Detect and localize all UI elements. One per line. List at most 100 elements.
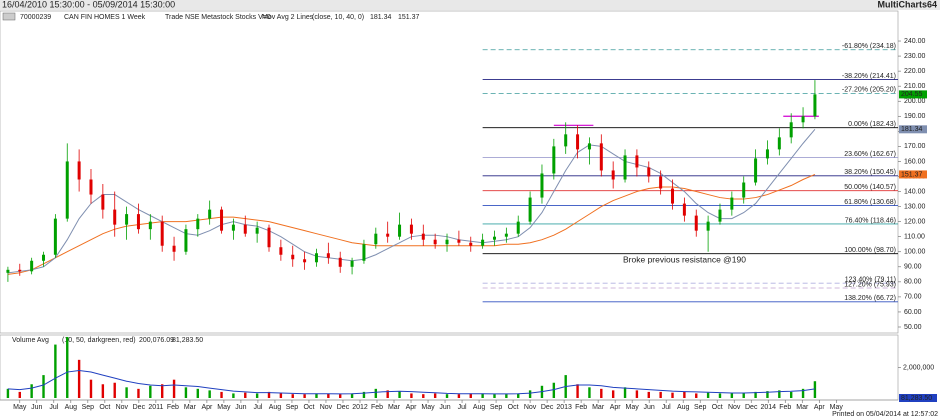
legend-ma-slow: 151.37 <box>398 14 420 21</box>
volume-bar <box>445 394 449 398</box>
annotation: Broke previous resistance @190 <box>623 254 746 264</box>
volume-avg-last: 81,283.50 <box>901 395 932 402</box>
candle-body <box>136 214 140 230</box>
ma-slow-last-label: 151.37 <box>901 171 923 178</box>
x-tick-label: Apr <box>201 404 213 411</box>
x-tick-label: Oct <box>304 404 315 411</box>
x-tick-label: Jun <box>439 404 450 411</box>
volume-bar <box>386 390 389 398</box>
volume-bar <box>493 394 496 398</box>
y-tick-label: 70.00 <box>904 294 922 301</box>
candle-body <box>255 227 259 234</box>
volume-bar <box>659 391 662 398</box>
x-tick-label: May <box>830 404 844 411</box>
y-tick-label: 200.00 <box>904 98 926 105</box>
candle-body <box>53 218 57 255</box>
candle-body <box>659 176 663 189</box>
volume-bar <box>374 388 378 398</box>
volume-params: (10, 50, darkgreen, red) <box>62 337 136 344</box>
volume-bar <box>457 394 461 398</box>
candle-body <box>706 221 710 231</box>
volume-bar <box>469 393 472 398</box>
candle-body <box>754 158 758 183</box>
volume-bar <box>754 391 757 398</box>
volume-bar <box>267 391 271 398</box>
volume-bar <box>327 393 330 398</box>
volume-bar <box>220 391 223 398</box>
volume-bar <box>481 393 484 398</box>
volume-avg-slow: 81,283.50 <box>172 337 203 344</box>
volume-bar <box>671 392 674 398</box>
volume-pane <box>0 334 899 401</box>
fib-label: -61.80% (234.18) <box>842 43 896 50</box>
volume-bar <box>730 393 734 398</box>
volume-bar <box>160 384 164 398</box>
volume-bar <box>279 393 283 398</box>
x-tick-label: Sep <box>490 404 503 411</box>
volume-bar <box>77 359 81 398</box>
x-tick-label: Feb <box>779 404 791 411</box>
volume-bar <box>339 394 342 398</box>
candle-body <box>623 155 627 180</box>
candle-body <box>89 179 93 195</box>
x-tick-label: May <box>217 404 231 411</box>
volume-bar <box>706 392 710 398</box>
volume-bar <box>362 391 366 398</box>
volume-bar <box>766 391 769 398</box>
x-tick-label: Mar <box>388 404 401 411</box>
candle-body <box>208 209 212 219</box>
y-tick-label: 170.00 <box>904 143 926 150</box>
x-tick-label: Mar <box>796 404 809 411</box>
last-price-label: 204.55 <box>901 91 923 98</box>
candle-body <box>730 197 734 210</box>
candle-body <box>65 161 69 219</box>
fib-label: 0.00% (182.43) <box>848 121 896 128</box>
candle-body <box>279 247 283 255</box>
y-tick-label: 230.00 <box>904 53 926 60</box>
candle-body <box>125 214 129 225</box>
price-pane <box>0 10 899 334</box>
y-tick-label: 120.00 <box>904 218 926 225</box>
x-tick-label: Jul <box>662 404 671 411</box>
x-tick-label: Dec <box>337 404 350 411</box>
volume-bar <box>718 393 722 398</box>
candle-body <box>314 253 318 263</box>
y-tick-label: 100.00 <box>904 249 926 256</box>
candle-body <box>374 233 378 245</box>
candle-body <box>409 224 413 234</box>
candle-body <box>813 94 817 117</box>
ma-fast <box>7 128 816 274</box>
legend-ma-fast: 181.34 <box>370 14 392 21</box>
x-tick-label: May <box>421 404 435 411</box>
candle-body <box>647 167 651 177</box>
volume-bar <box>647 391 650 398</box>
candle-body <box>540 173 544 198</box>
candle-body <box>564 134 568 147</box>
volume-bar <box>232 393 235 398</box>
app-name: MultiCharts64 <box>877 0 937 9</box>
x-tick-label: Mar <box>184 404 197 411</box>
volume-bar <box>255 393 259 398</box>
volume-bar <box>576 384 579 398</box>
symbol-icon <box>2 12 16 21</box>
candle-body <box>481 239 485 246</box>
candle-body <box>172 245 176 252</box>
y-tick-label: 220.00 <box>904 68 926 75</box>
volume-bar <box>517 393 520 398</box>
candle-body <box>765 149 769 159</box>
x-tick-label: Nov <box>728 404 741 411</box>
candle-body <box>77 161 81 180</box>
volume-bar <box>611 390 615 398</box>
candle-body <box>433 239 437 245</box>
x-tick-label: Nov <box>116 404 129 411</box>
x-tick-label: Feb <box>371 404 383 411</box>
candle-body <box>303 259 307 263</box>
x-tick-label: 2013 <box>556 404 572 411</box>
x-tick-label: 2014 <box>760 404 776 411</box>
x-tick-label: Aug <box>269 404 282 411</box>
x-tick-label: Oct <box>712 404 723 411</box>
candle-body <box>504 233 508 237</box>
candle-body <box>101 194 105 210</box>
x-tick-label: Sep <box>286 404 299 411</box>
y-tick-label: 210.00 <box>904 83 926 90</box>
